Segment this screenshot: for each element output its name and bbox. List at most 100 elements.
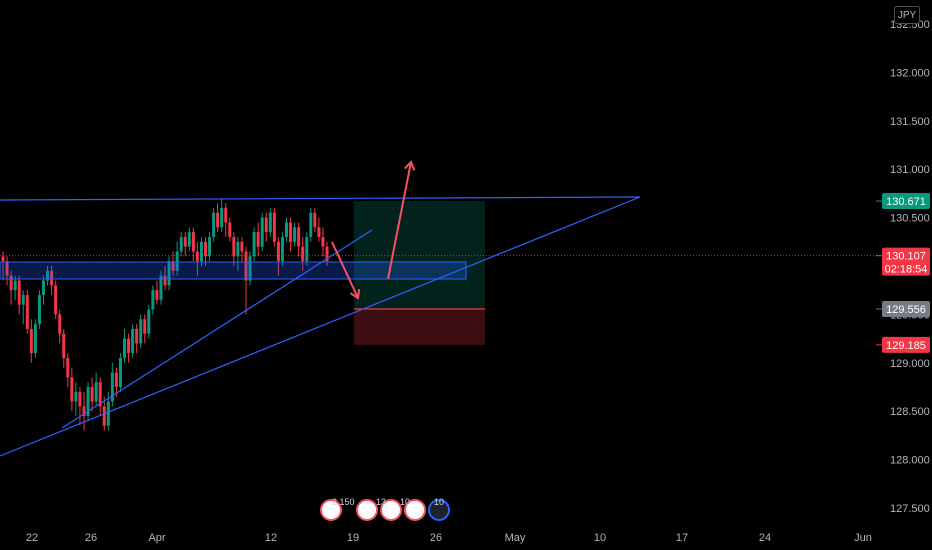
resistance-line xyxy=(0,196,641,201)
candle-body xyxy=(42,280,45,296)
down-arrow xyxy=(331,241,359,299)
candle-body xyxy=(171,261,175,271)
event-label: 2.150 xyxy=(332,497,355,507)
candle-body xyxy=(17,280,21,305)
candle-body xyxy=(280,236,284,262)
candle-body xyxy=(256,232,260,247)
time-tick-label: 12 xyxy=(265,532,277,544)
candle-body xyxy=(212,212,216,237)
event-label: 13 xyxy=(376,497,387,507)
time-tick-label: May xyxy=(505,532,526,544)
candle-body xyxy=(123,338,126,358)
time-tick-label: 26 xyxy=(430,532,442,544)
candle-body xyxy=(285,222,288,237)
candle-body xyxy=(305,236,309,262)
price-axis: 127.500128.000128.500129.000129.500130.5… xyxy=(890,19,930,515)
time-tick-label: 22 xyxy=(26,532,38,544)
price-badge-label: 130.107 xyxy=(886,251,926,263)
candle-body xyxy=(66,357,70,378)
candle-body xyxy=(264,217,268,233)
event-label: 10 xyxy=(434,497,445,507)
countdown-label: 02:18:54 xyxy=(885,264,928,276)
candle-body xyxy=(232,236,236,257)
candle-body xyxy=(110,372,114,402)
price-tick-label: 131.500 xyxy=(890,116,930,128)
candle-body xyxy=(127,338,131,354)
time-tick-label: 26 xyxy=(85,532,97,544)
candle-body xyxy=(5,261,9,276)
position-profit-zone xyxy=(354,201,485,309)
price-tick-label: 132.000 xyxy=(890,67,930,79)
price-badge-label: 129.185 xyxy=(886,340,926,352)
currency-button[interactable]: JPY xyxy=(894,6,920,24)
candle-body xyxy=(102,406,106,426)
price-badge-label: 130.671 xyxy=(886,196,926,208)
candle-body xyxy=(175,251,179,271)
event-icon[interactable]: 13 xyxy=(376,497,402,521)
candle-body xyxy=(195,251,199,262)
event-icon[interactable]: 2.150 xyxy=(320,497,355,521)
price-badge xyxy=(882,300,930,317)
time-tick-label: Jun xyxy=(854,532,872,544)
up-arrow xyxy=(387,161,412,280)
candle-body xyxy=(151,290,155,310)
candle-body xyxy=(114,372,118,387)
candle-body xyxy=(159,275,163,300)
candle-body xyxy=(135,328,139,344)
events-bar[interactable]: 2.150 13 10 10 xyxy=(320,497,450,522)
price-tick-label: 128.500 xyxy=(890,406,930,418)
candle-body xyxy=(78,391,82,407)
candle-body xyxy=(54,285,58,315)
candle-body xyxy=(29,328,33,354)
candle-body xyxy=(236,241,240,257)
candle-body xyxy=(252,232,256,257)
candle-body xyxy=(155,290,159,300)
time-tick-label: 24 xyxy=(759,532,771,544)
candle-body xyxy=(228,222,232,237)
candle-body xyxy=(21,295,25,305)
event-label: 10 xyxy=(400,497,411,507)
candle-body xyxy=(94,382,98,402)
time-tick-label: Apr xyxy=(148,532,165,544)
candle-body xyxy=(98,382,102,407)
candle-body xyxy=(216,212,220,228)
time-tick-label: 19 xyxy=(347,532,359,544)
price-badge-label: 129.556 xyxy=(886,304,926,316)
candle-body xyxy=(58,314,62,334)
candle-body xyxy=(272,212,276,242)
candle-body xyxy=(268,212,272,233)
event-icon[interactable]: 10 xyxy=(400,497,426,521)
candle-body xyxy=(301,246,305,262)
candle-body xyxy=(62,333,66,358)
candle-body xyxy=(244,251,248,281)
candle-body xyxy=(183,236,187,247)
candle-body xyxy=(220,207,224,228)
dividend-icon[interactable]: 10 xyxy=(428,497,450,521)
candle-body xyxy=(86,387,90,417)
candle-body xyxy=(204,241,207,257)
candle-body xyxy=(224,207,228,223)
price-badge xyxy=(882,247,930,276)
candle-body xyxy=(1,256,5,262)
candle-body xyxy=(25,295,29,329)
price-badge xyxy=(882,336,930,353)
position-loss-zone xyxy=(354,308,485,345)
candle-body xyxy=(260,217,264,247)
candle-body xyxy=(139,319,143,344)
candle-body xyxy=(309,212,313,237)
price-badge xyxy=(882,193,930,210)
candle-body xyxy=(240,241,244,252)
time-tick-label: 17 xyxy=(676,532,688,544)
candle-body xyxy=(13,280,17,291)
candle-body xyxy=(70,377,74,402)
price-tick-label: 127.500 xyxy=(890,503,930,515)
price-tick-label: 129.000 xyxy=(890,358,930,370)
candle-body xyxy=(167,261,171,286)
candle-body xyxy=(321,236,325,247)
candle-body xyxy=(276,241,280,262)
candle-body xyxy=(147,309,151,334)
candle-body xyxy=(199,241,203,262)
event-icon[interactable] xyxy=(356,499,378,521)
